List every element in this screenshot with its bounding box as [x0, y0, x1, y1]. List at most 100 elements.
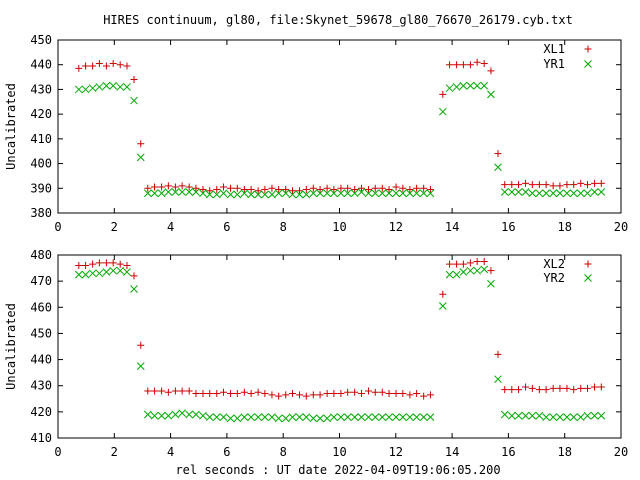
xl1-point [473, 58, 481, 66]
xl1-point [75, 64, 83, 72]
yr2-point [219, 413, 228, 421]
xl2-point [453, 260, 461, 268]
xl2-point [473, 258, 481, 266]
yr1-point [357, 188, 366, 196]
xl2-point [330, 390, 338, 398]
yr1-point [330, 189, 338, 198]
xl2-point [240, 388, 248, 396]
xl1-point [378, 184, 386, 192]
xl2-point [508, 386, 516, 394]
yr2-point [494, 375, 502, 384]
x-tick-label: 2 [111, 445, 118, 459]
yr2-point [500, 410, 509, 419]
xl1-point [522, 179, 530, 187]
xl2-point [501, 386, 509, 394]
xl1-point [302, 186, 310, 194]
yr1-point [102, 81, 111, 90]
xl1-point [164, 182, 172, 190]
xl2-point [459, 260, 467, 268]
xl1-point [494, 150, 502, 158]
xl1-point [192, 184, 200, 192]
xl1-point [426, 186, 434, 194]
xl2-point [302, 392, 310, 400]
yr2-point [528, 411, 537, 420]
xl1-point [171, 183, 179, 191]
yr2-point [74, 270, 83, 279]
yr2-point [406, 413, 414, 421]
yr2-point [445, 270, 454, 279]
xl1-point [528, 181, 536, 189]
yr1-point [343, 189, 352, 198]
yr1-point [494, 163, 502, 172]
yr2-point [281, 414, 290, 423]
yr2-point [116, 266, 125, 275]
y-tick-label: 420 [30, 107, 52, 121]
yr2-point [88, 269, 97, 278]
yr1-point [500, 188, 509, 196]
yr1-point [309, 189, 318, 198]
yr2-point [569, 413, 578, 421]
y-tick-label: 380 [30, 206, 52, 220]
yr2-point [371, 413, 380, 421]
legend-marker [584, 274, 592, 282]
xl1-point [330, 186, 338, 194]
xl2-point [151, 387, 159, 395]
yr2-point [233, 414, 242, 423]
yr1-point [323, 189, 331, 198]
yr2-point [535, 411, 544, 420]
yr2-point [385, 413, 393, 421]
yr2-point [295, 413, 304, 421]
x-axis-label: rel seconds : UT date 2022-04-09T19:06:0… [175, 463, 500, 477]
xl2-point [337, 390, 345, 398]
xl2-point [192, 390, 200, 398]
xl2-point [261, 390, 269, 398]
yr2-point [254, 413, 263, 421]
yr2-point [123, 268, 131, 276]
yr2-point [426, 413, 435, 421]
xl2-point [323, 390, 331, 398]
yr1-point [254, 190, 263, 199]
legend-marker [584, 60, 592, 68]
y-tick-label: 410 [30, 431, 52, 445]
yr1-point [136, 153, 145, 162]
yr1-point [364, 189, 373, 198]
yr1-point [549, 189, 558, 198]
yr2-point [157, 411, 166, 420]
yr2-point [274, 414, 283, 423]
xl2-point [109, 259, 117, 267]
x-tick-label: 2 [111, 220, 118, 234]
yr1-point [583, 189, 592, 198]
x-tick-label: 6 [223, 220, 230, 234]
y-tick-label: 450 [30, 33, 52, 47]
xl2-point [275, 392, 283, 400]
xl1-point [406, 186, 414, 194]
xl1-point [123, 62, 131, 70]
xl2-point [577, 384, 585, 392]
xl1-point [364, 186, 372, 194]
xl1-point [480, 59, 488, 67]
yr1-point [247, 190, 255, 199]
xl2-point [357, 390, 365, 398]
xl2-point [378, 388, 386, 396]
legend-label: XL1 [543, 42, 565, 56]
yr1-point [205, 190, 214, 199]
xl2-point [137, 341, 145, 349]
yr2-point [323, 414, 331, 423]
xl2-point [392, 390, 400, 398]
xl1-point [515, 181, 523, 189]
xl1-point [240, 186, 248, 194]
xl1-point [282, 186, 290, 194]
xl1-point [487, 67, 495, 75]
xl2-point [254, 388, 262, 396]
yr1-point [150, 189, 159, 198]
xl1-point [399, 184, 407, 192]
yr1-point [459, 81, 468, 90]
yr2-point [178, 409, 186, 418]
y-tick-label: 470 [30, 274, 52, 288]
xl1-point [413, 184, 421, 192]
x-tick-label: 14 [445, 220, 459, 234]
yr2-point [316, 414, 324, 423]
yr2-point [412, 413, 421, 421]
xl1-point [357, 184, 365, 192]
yr1-point [392, 189, 400, 198]
